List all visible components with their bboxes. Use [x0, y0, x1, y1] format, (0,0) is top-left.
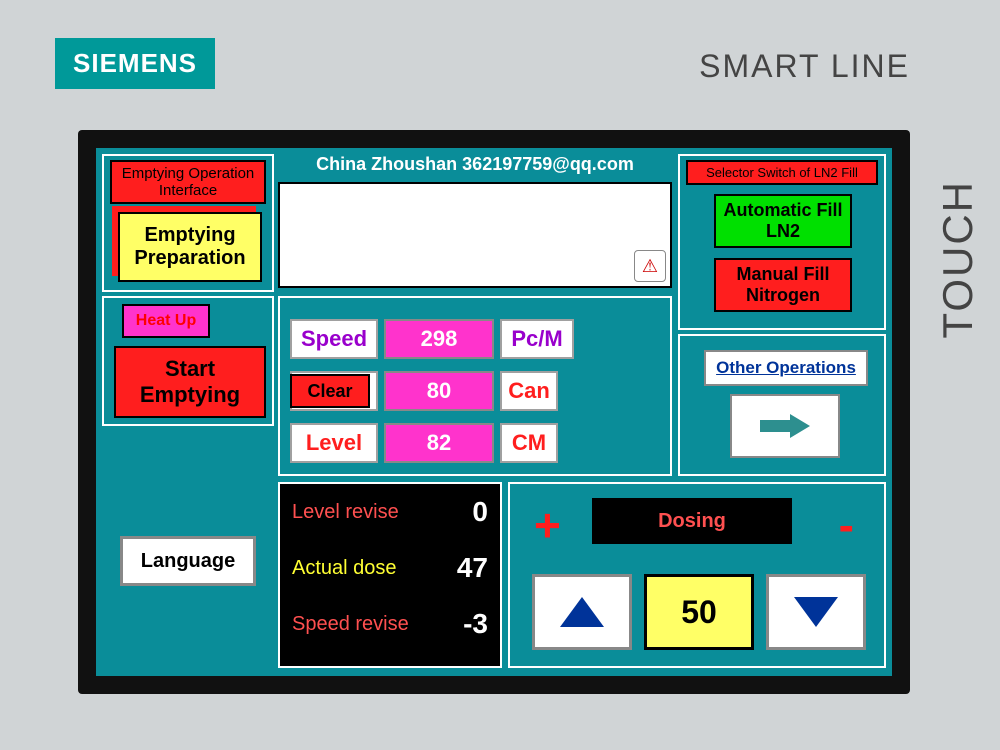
other-operations-pointer-button[interactable] — [730, 394, 840, 458]
speed-value[interactable]: 298 — [384, 319, 494, 359]
language-button[interactable]: Language — [120, 536, 256, 586]
panel-ln2-selector: Selector Switch of LN2 Fill Automatic Fi… — [678, 154, 886, 330]
dosing-minus-symbol: - — [839, 498, 854, 552]
speed-revise-label: Speed revise — [292, 613, 409, 636]
heat-up-label: Heat Up — [136, 312, 196, 330]
actual-dose-label: Actual dose — [292, 557, 397, 580]
start-emptying-button[interactable]: Start Emptying — [114, 346, 266, 418]
alert-icon[interactable]: ⚠ — [634, 250, 666, 282]
ln2-panel-header: Selector Switch of LN2 Fill — [686, 160, 878, 185]
clear-label: Clear — [307, 381, 352, 402]
panel-other-operations: Other Operations — [678, 334, 886, 476]
panel-start-emptying: Heat Up Start Emptying — [102, 296, 274, 426]
heat-up-button[interactable]: Heat Up — [122, 304, 210, 338]
emptying-preparation-button[interactable]: Emptying Preparation — [118, 212, 262, 282]
actual-dose-value[interactable]: 47 — [457, 552, 488, 584]
panel-dosing: + Dosing - 50 — [508, 482, 886, 668]
dosing-label-button[interactable]: Dosing — [592, 498, 792, 544]
panel-language: Language — [102, 478, 274, 668]
panel-emptying-operation: Emptying Operation Interface Emptying Pr… — [102, 154, 274, 292]
other-operations-label: Other Operations — [716, 358, 856, 378]
speed-label: Speed — [290, 319, 378, 359]
emptying-operation-header: Emptying Operation Interface — [110, 160, 266, 204]
count-value[interactable]: 80 — [384, 371, 494, 411]
hmi-screen: Emptying Operation Interface Emptying Pr… — [96, 148, 892, 676]
dosing-value: 50 — [681, 594, 717, 631]
panel-revise: Level revise 0 Actual dose 47 Speed revi… — [278, 482, 502, 668]
dosing-decrease-button[interactable] — [766, 574, 866, 650]
contact-title: China Zhoushan 362197759@qq.com — [278, 154, 672, 175]
panel-readings: Speed 298 Pc/M Count 80 Can Clear Level … — [278, 296, 672, 476]
speed-revise-value[interactable]: -3 — [463, 608, 488, 640]
manual-fill-nitrogen-button[interactable]: Manual Fill Nitrogen — [714, 258, 852, 312]
level-revise-value[interactable]: 0 — [472, 496, 488, 528]
automatic-fill-ln2-label: Automatic Fill LN2 — [716, 200, 850, 242]
dosing-plus-symbol: + — [534, 498, 561, 552]
level-revise-label: Level revise — [292, 501, 399, 524]
level-revise-row: Level revise 0 — [280, 484, 500, 540]
dosing-label: Dosing — [658, 510, 726, 533]
other-operations-button[interactable]: Other Operations — [704, 350, 868, 386]
manual-fill-nitrogen-label: Manual Fill Nitrogen — [716, 264, 850, 306]
dosing-value-display[interactable]: 50 — [644, 574, 754, 650]
device-bezel: SIEMENS SMART LINE TOUCH Emptying Operat… — [0, 0, 1000, 750]
arrow-up-icon — [560, 597, 604, 627]
touch-label: TOUCH — [934, 180, 982, 339]
speed-revise-row: Speed revise -3 — [280, 596, 500, 652]
screen-frame: Emptying Operation Interface Emptying Pr… — [78, 130, 910, 694]
speed-unit: Pc/M — [500, 319, 574, 359]
level-label: Level — [290, 423, 378, 463]
siemens-logo: SIEMENS — [55, 38, 215, 89]
pointer-right-icon — [760, 411, 810, 441]
product-label: SMART LINE — [699, 48, 910, 85]
automatic-fill-ln2-button[interactable]: Automatic Fill LN2 — [714, 194, 852, 248]
dosing-increase-button[interactable] — [532, 574, 632, 650]
emptying-preparation-label: Emptying Preparation — [120, 224, 260, 270]
start-emptying-label: Start Emptying — [116, 356, 264, 408]
count-unit: Can — [500, 371, 558, 411]
arrow-down-icon — [794, 597, 838, 627]
message-area[interactable] — [278, 182, 672, 288]
level-unit: CM — [500, 423, 558, 463]
clear-button[interactable]: Clear — [290, 374, 370, 408]
level-value[interactable]: 82 — [384, 423, 494, 463]
language-label: Language — [141, 550, 235, 573]
panel-header: China Zhoushan 362197759@qq.com ⚠ — [278, 154, 672, 292]
actual-dose-row: Actual dose 47 — [280, 540, 500, 596]
